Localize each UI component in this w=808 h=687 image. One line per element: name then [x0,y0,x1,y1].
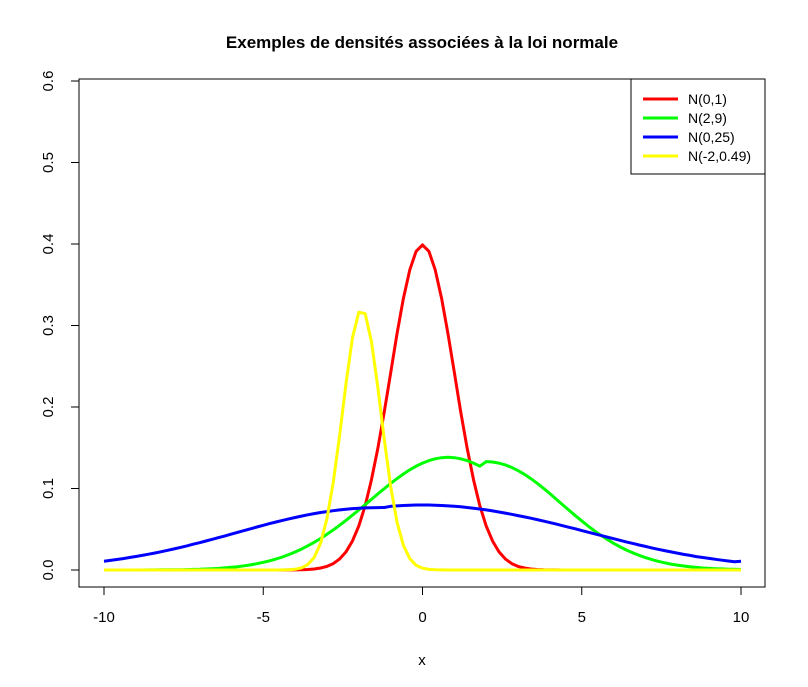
legend-label: N(2,9) [688,110,727,126]
y-tick-label: 0.4 [40,234,57,255]
y-axis: 0.0 0.1 0.2 0.3 0.4 0.5 0.6 [40,71,80,581]
x-axis: -10 -5 0 5 10 [93,586,750,626]
legend-label: N(0,1) [688,91,727,107]
x-tick-label: 5 [578,609,586,626]
legend-label: N(0,25) [688,129,735,145]
x-tick-label: 0 [418,609,426,626]
y-tick-label: 0.0 [40,560,57,581]
y-tick-label: 0.3 [40,315,57,336]
series-line-2 [103,503,742,564]
x-tick-label: -5 [257,609,270,626]
series-line-1 [104,455,742,572]
legend-box [630,78,766,175]
chart-title: Exemples de densités associées à la loi … [226,33,618,52]
y-tick-label: 0.2 [40,397,57,418]
y-tick-label: 0.5 [40,152,57,173]
x-tick-label: 10 [733,609,750,626]
x-tick-label: -10 [93,609,115,626]
series-layer [103,243,742,572]
y-tick-label: 0.1 [40,478,57,499]
series-line-3 [104,310,741,572]
y-tick-label: 0.6 [40,71,57,92]
x-axis-label: x [418,652,426,669]
series-line-0 [104,243,741,572]
legend-label: N(-2,0.49) [688,148,751,164]
legend: N(0,1) N(2,9) N(0,25) N(-2,0.49) [630,78,766,175]
